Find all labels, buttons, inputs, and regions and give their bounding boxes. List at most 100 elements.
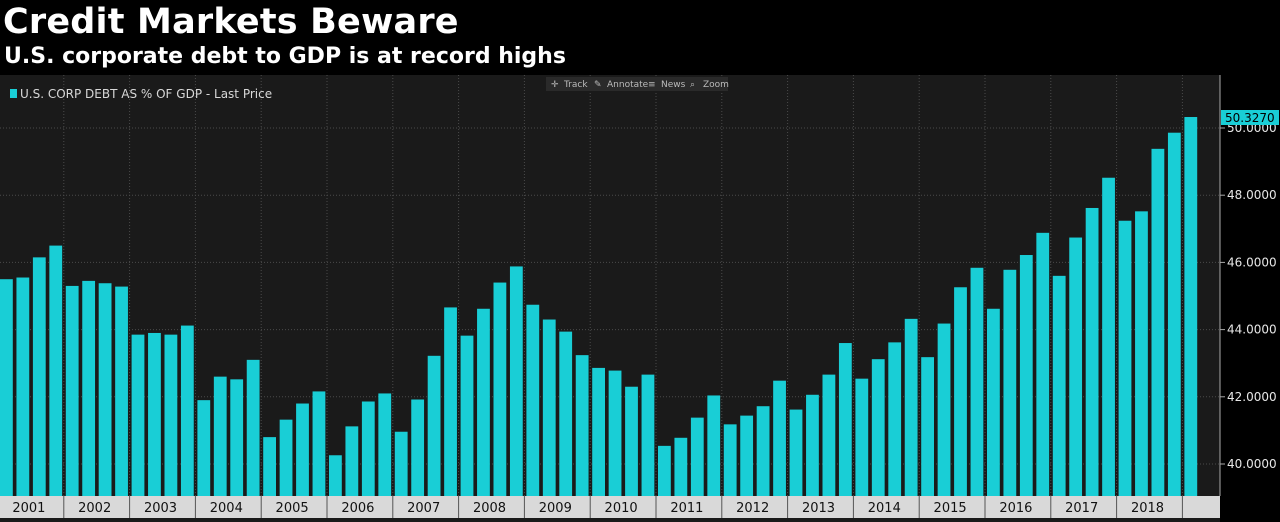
bar bbox=[444, 307, 457, 496]
bar bbox=[1085, 207, 1099, 496]
news-icon: ≡ bbox=[648, 80, 656, 90]
bar bbox=[65, 285, 79, 496]
x-tick-label: 2001 bbox=[12, 501, 45, 516]
bar bbox=[740, 415, 754, 496]
bar bbox=[230, 379, 244, 496]
x-tick-label: 2003 bbox=[144, 501, 177, 516]
bar bbox=[937, 323, 951, 496]
bar-series bbox=[0, 117, 1198, 497]
bar bbox=[296, 403, 309, 496]
x-tick-label: 2004 bbox=[210, 501, 243, 516]
y-tick-label: 46.0000 bbox=[1227, 255, 1277, 269]
pencil-icon: ✎ bbox=[594, 80, 602, 90]
bar bbox=[164, 334, 178, 496]
bar bbox=[904, 318, 918, 496]
x-tick-label: 2018 bbox=[1131, 501, 1164, 516]
x-axis-bar bbox=[0, 496, 1220, 518]
x-tick-label: 2014 bbox=[868, 501, 901, 516]
y-tick-label: 44.0000 bbox=[1227, 323, 1277, 337]
bar bbox=[526, 304, 540, 496]
x-tick-label: 2017 bbox=[1065, 501, 1098, 516]
bar bbox=[789, 409, 803, 496]
bar bbox=[82, 280, 96, 496]
y-tick-label: 40.0000 bbox=[1227, 457, 1277, 471]
bar bbox=[361, 401, 375, 496]
bar bbox=[855, 378, 869, 496]
bar bbox=[1151, 148, 1165, 496]
toolbar-zoom-button[interactable]: ⌕ Zoom bbox=[690, 80, 729, 90]
bar bbox=[921, 357, 934, 496]
bar bbox=[806, 394, 819, 496]
x-tick-label: 2002 bbox=[78, 501, 111, 516]
bar bbox=[690, 417, 704, 496]
bar bbox=[1102, 177, 1115, 496]
y-tick-label: 48.0000 bbox=[1227, 188, 1277, 202]
bar bbox=[131, 334, 145, 496]
bar bbox=[592, 367, 605, 496]
y-axis-labels: 40.000042.000044.000046.000048.000050.00… bbox=[1220, 121, 1277, 471]
toolbar-zoom-label: Zoom bbox=[703, 80, 729, 90]
toolbar-news-label: News bbox=[661, 80, 686, 90]
x-tick-label: 2006 bbox=[341, 501, 374, 516]
bar bbox=[723, 424, 737, 496]
bar bbox=[871, 359, 885, 496]
y-tick-label: 42.0000 bbox=[1227, 390, 1277, 404]
legend-label: U.S. CORP DEBT AS % OF GDP - Last Price bbox=[20, 87, 272, 101]
toolbar-track-label: Track bbox=[563, 80, 588, 90]
x-tick-label: 2008 bbox=[473, 501, 506, 516]
bar bbox=[954, 287, 967, 496]
bar bbox=[1118, 220, 1132, 497]
page-subtitle: U.S. corporate debt to GDP is at record … bbox=[4, 44, 566, 69]
bar bbox=[559, 331, 573, 496]
bar bbox=[888, 342, 902, 496]
bar bbox=[378, 393, 392, 496]
last-value-label: 50.3270 bbox=[1225, 111, 1275, 125]
bar bbox=[509, 266, 523, 496]
bar bbox=[608, 370, 622, 496]
x-tick-label: 2005 bbox=[276, 501, 309, 516]
bar bbox=[658, 445, 671, 496]
bar bbox=[312, 391, 326, 496]
x-tick-label: 2009 bbox=[539, 501, 572, 516]
bar bbox=[1069, 237, 1083, 497]
bar bbox=[0, 279, 13, 496]
bar bbox=[394, 431, 408, 496]
x-tick-label: 2011 bbox=[670, 501, 703, 516]
bar bbox=[345, 426, 359, 496]
x-axis-labels: 2001 2002 2003 2004 2005 2006 2007 2008 2009 2010… bbox=[12, 496, 1183, 518]
bar bbox=[1019, 255, 1033, 496]
toolbar-news-button[interactable]: ≡ News bbox=[648, 80, 686, 90]
page-title: Credit Markets Beware bbox=[3, 2, 459, 42]
bar bbox=[707, 395, 721, 496]
bar bbox=[197, 400, 211, 496]
bar bbox=[493, 282, 507, 496]
x-tick-label: 2015 bbox=[934, 501, 967, 516]
x-tick-label: 2012 bbox=[736, 501, 769, 516]
bar bbox=[756, 406, 770, 496]
toolbar-annotate-label: Annotate bbox=[607, 80, 649, 90]
toolbar-annotate-button[interactable]: ✎ Annotate bbox=[594, 80, 649, 90]
bar bbox=[822, 374, 836, 496]
last-value-box bbox=[1221, 110, 1279, 125]
bar bbox=[1184, 117, 1198, 496]
bar bbox=[773, 380, 786, 496]
magnifier-icon: ⌕ bbox=[690, 80, 695, 90]
x-tick-label: 2013 bbox=[802, 501, 835, 516]
bar bbox=[970, 267, 984, 496]
bar bbox=[1135, 211, 1148, 496]
bar-chart: 2001 2002 2003 2004 2005 2006 2007 2008 2009 2010… bbox=[0, 75, 1279, 522]
bar bbox=[460, 335, 474, 496]
last-value-marker: 50.3270 bbox=[1221, 110, 1279, 125]
crosshair-icon: ✛ bbox=[551, 80, 559, 90]
legend: U.S. CORP DEBT AS % OF GDP - Last Price bbox=[10, 87, 272, 101]
bar bbox=[180, 325, 194, 496]
bar bbox=[263, 437, 276, 496]
x-tick-label: 2007 bbox=[407, 501, 440, 516]
bar bbox=[1052, 275, 1066, 496]
toolbar-track-button[interactable]: ✛ Track bbox=[551, 80, 588, 90]
bar bbox=[32, 257, 46, 496]
bar bbox=[279, 419, 293, 496]
bar bbox=[213, 376, 227, 496]
bar bbox=[98, 283, 112, 496]
bar bbox=[411, 399, 425, 496]
